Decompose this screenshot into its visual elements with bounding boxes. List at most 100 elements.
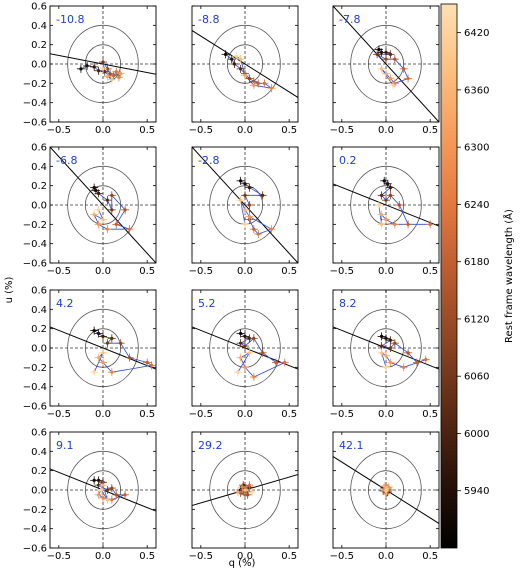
data-point: [114, 70, 118, 74]
data-point: [96, 69, 101, 73]
data-point: [406, 222, 410, 226]
data-point: [269, 86, 274, 90]
data-point: [252, 375, 256, 379]
data-point: [101, 483, 105, 487]
data-point: [96, 331, 101, 336]
epoch-label: -7.8: [339, 13, 360, 26]
data-point: [269, 227, 274, 231]
dominant-axis-line: [192, 147, 298, 263]
data-point: [105, 488, 110, 492]
x-tick-label: 0.5: [139, 266, 155, 277]
dominant-axis-line: [50, 326, 156, 370]
data-point: [79, 67, 83, 71]
panel: −0.5 0.0 0.5 −0.6 −0.4 −0.2 0.0 0.2 0.4 0.6 -6.8: [23, 143, 157, 277]
x-tick-label: 0.0: [378, 125, 394, 136]
data-point: [256, 81, 260, 85]
data-point: [96, 191, 101, 195]
y-tick-label: −0.6: [23, 259, 47, 270]
panel: −0.5 0.0 0.5 0.2: [330, 146, 440, 277]
data-point: [247, 186, 252, 190]
panel: −0.5 0.0 0.5 8.2: [330, 289, 440, 420]
data-point: [402, 67, 406, 71]
colorbar: 5940 6000 6060 6120 6180 6240 6300 6360 6420 Res…: [440, 3, 515, 549]
data-point: [379, 193, 384, 197]
data-point: [105, 74, 110, 79]
colorbar-tick-label: 6060: [464, 372, 489, 383]
dominant-axis-line: [333, 6, 439, 122]
panel: −0.5 0.0 0.5 29.2: [189, 431, 299, 562]
data-point: [101, 496, 105, 500]
panel: −0.5 0.0 0.5 −0.6 −0.4 −0.2 0.0 0.2 0.4 0.6 4.2: [23, 286, 157, 420]
x-tick-label: 0.0: [237, 551, 253, 562]
panels-grid: −0.5 0.0 0.5−0.6−0.4−0.20.00.20.40.6-10.8−…: [23, 2, 440, 562]
data-point: [223, 52, 228, 56]
epoch-label: 0.2: [339, 154, 357, 167]
data-point: [127, 227, 132, 231]
data-point: [110, 77, 114, 82]
y-tick-label: 0.2: [31, 324, 47, 335]
x-tick-label: −0.5: [47, 125, 71, 136]
data-point: [388, 52, 393, 56]
data-point: [384, 72, 388, 76]
data-point: [123, 208, 127, 212]
x-tick-label: 0.0: [237, 266, 253, 277]
data-point: [105, 198, 110, 202]
data-point: [99, 488, 103, 492]
data-point: [379, 334, 384, 338]
data-point: [391, 83, 395, 87]
x-tick-label: −0.5: [330, 125, 354, 136]
y-tick-label: −0.6: [23, 402, 47, 413]
x-tick-label: 0.5: [281, 125, 297, 136]
panel-plot-area: [50, 147, 156, 263]
data-point: [119, 72, 123, 76]
y-tick-label: −0.2: [23, 220, 47, 231]
panel-plot-area: [333, 432, 439, 548]
data-point: [238, 198, 243, 202]
data-point: [110, 208, 114, 212]
x-tick-label: 0.0: [378, 266, 394, 277]
epoch-label: 8.2: [339, 297, 357, 310]
y-tick-label: 0.0: [31, 344, 47, 355]
data-point: [101, 334, 105, 338]
data-point: [261, 351, 265, 355]
panel-plot-area: [192, 290, 298, 406]
epoch-label: -8.8: [198, 13, 219, 26]
x-tick-label: 0.5: [422, 125, 438, 136]
data-point: [379, 67, 384, 71]
dominant-axis-line: [333, 326, 439, 370]
data-point: [388, 346, 393, 350]
data-point: [406, 351, 410, 355]
data-point: [243, 344, 247, 348]
y-tick-label: −0.4: [23, 524, 47, 535]
data-point: [114, 493, 118, 497]
data-point: [247, 336, 252, 340]
x-tick-label: 0.5: [281, 551, 297, 562]
data-point: [256, 232, 260, 236]
dominant-axis-line: [50, 147, 156, 263]
data-point: [105, 498, 110, 502]
data-point: [105, 227, 110, 231]
x-axis-label: q (%): [229, 558, 256, 569]
colorbar-tick-label: 5940: [464, 486, 489, 497]
data-point: [382, 179, 386, 183]
data-point: [145, 360, 149, 365]
data-point: [243, 365, 247, 369]
data-point: [384, 354, 388, 358]
epoch-label: -10.8: [56, 13, 84, 26]
y-tick-label: −0.6: [23, 118, 47, 129]
data-point: [94, 188, 98, 193]
x-tick-label: 0.5: [281, 266, 297, 277]
epoch-label: 9.1: [56, 439, 74, 452]
panel-plot-area: [192, 432, 298, 548]
data-point: [377, 203, 381, 207]
colorbar-gradient: [440, 3, 458, 549]
data-point: [247, 76, 252, 81]
data-point: [240, 485, 244, 489]
data-point: [101, 60, 105, 64]
panel-plot-area: [50, 6, 156, 122]
y-tick-label: −0.4: [23, 239, 47, 250]
data-point: [247, 483, 252, 487]
x-tick-label: −0.5: [189, 266, 213, 277]
data-point: [236, 490, 240, 494]
y-tick-label: 0.4: [31, 447, 47, 458]
